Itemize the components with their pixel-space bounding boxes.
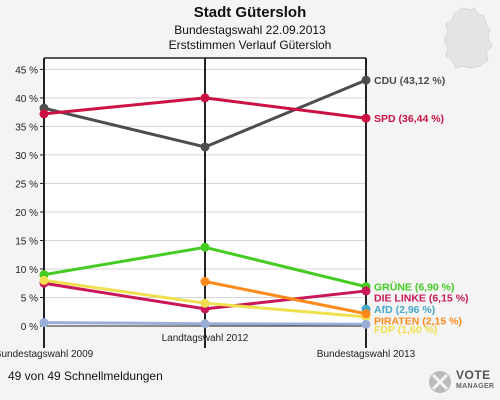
logo-text-manager: MANAGER [456, 383, 495, 390]
series-label-spd: SPD (36,44 %) [374, 113, 444, 125]
data-point-fdp [39, 275, 49, 285]
y-tick-label: 20 % [15, 208, 38, 219]
data-point-spd [361, 113, 371, 123]
y-tick-label: 0 % [21, 322, 38, 333]
y-tick-label: 40 % [15, 94, 38, 105]
data-point-piraten [200, 277, 210, 287]
data-point-spd [39, 109, 49, 119]
status-text: 49 von 49 Schnellmeldungen [8, 369, 163, 383]
series-label-afd: AfD (2,96 %) [374, 304, 435, 316]
data-point-cdu [200, 142, 210, 152]
y-tick-label: 15 % [15, 236, 38, 247]
series-line-piraten [204, 280, 367, 316]
data-point-grüne [200, 242, 210, 252]
data-point-spd [200, 93, 210, 103]
x-tick-label: Bundestagswahl 2009 [0, 349, 94, 360]
y-tick-label: 10 % [15, 265, 38, 276]
series-label-grüne: GRÜNE (6,90 %) [374, 281, 455, 294]
y-tick-label: 35 % [15, 122, 38, 133]
data-point-piraten [361, 309, 371, 319]
chart-subtitle: Bundestagswahl 22.09.2013 [174, 23, 326, 37]
vote-manager-logo [429, 371, 451, 393]
y-tick-label: 30 % [15, 151, 38, 162]
series-label-fdp: FDP (1,60 %) [374, 324, 437, 336]
data-point-cdu [361, 75, 371, 85]
series-label-piraten: PIRATEN (2,15 %) [374, 315, 462, 327]
series-label-die linke: DIE LINKE (6,15 %) [374, 292, 469, 304]
data-point-sonstige [200, 319, 210, 329]
x-tick-label: Landtagswahl 2012 [162, 333, 249, 344]
y-tick-label: 25 % [15, 179, 38, 190]
germany-map-icon [443, 7, 493, 69]
chart-title: Stadt Gütersloh [193, 4, 307, 21]
series-label-cdu: CDU (43,12 %) [374, 75, 445, 87]
data-point-fdp [200, 298, 210, 308]
x-tick-label: Bundestagswahl 2013 [317, 349, 416, 360]
logo-text-vote: VOTE [456, 368, 491, 382]
chart-subtitle-2: Erststimmen Verlauf Gütersloh [168, 38, 332, 52]
y-tick-label: 45 % [15, 65, 38, 76]
y-tick-label: 5 % [21, 293, 38, 304]
data-point-sonstige [39, 318, 49, 328]
data-point-die linke [361, 286, 371, 296]
data-point-sonstige [361, 319, 371, 329]
